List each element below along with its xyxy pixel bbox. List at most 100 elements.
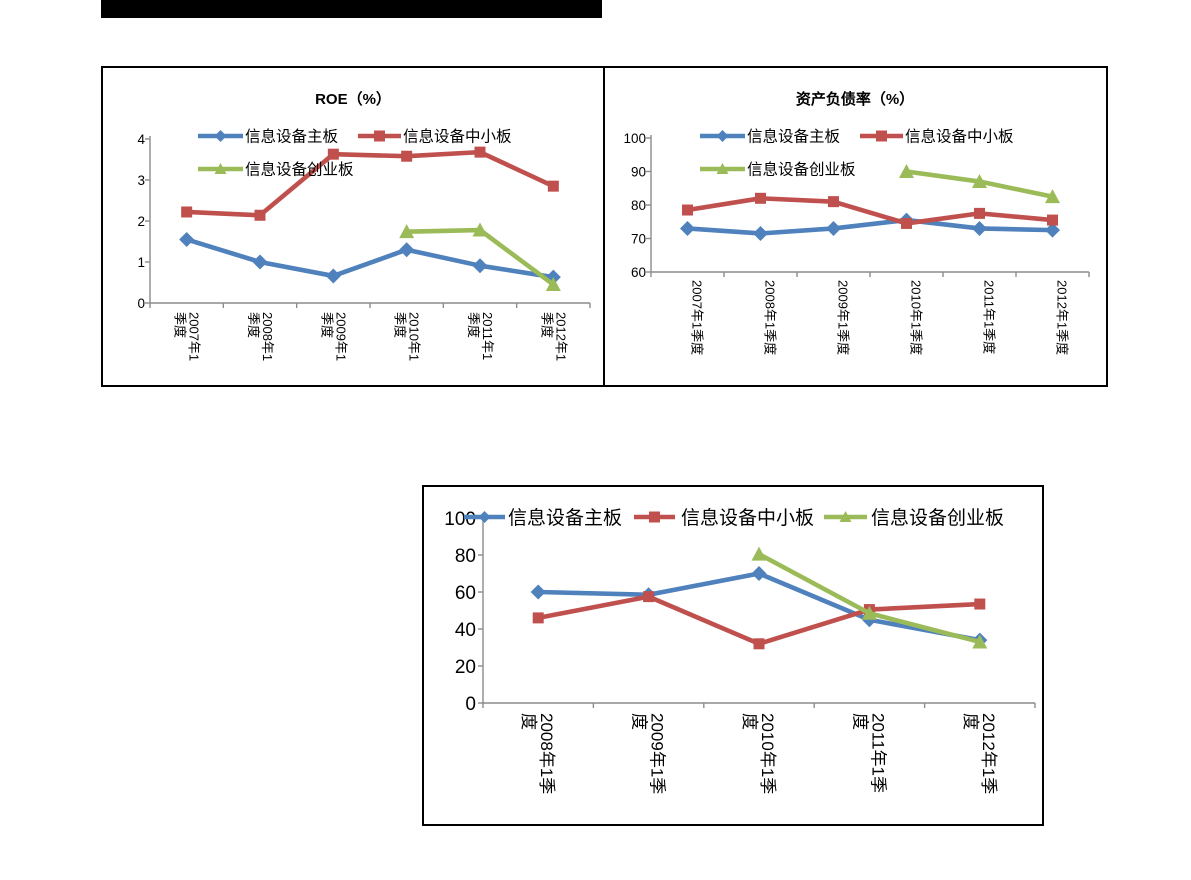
growth-chart-panel: 0 20 40 60 80 100 2008年1季度 2009年1季度 2010年1季度 2011…: [422, 485, 1044, 826]
y-tick-label: 3: [137, 173, 145, 188]
legend-label: 信息设备中小板: [403, 128, 512, 146]
x-tick-label: 2010年1季度: [740, 713, 777, 794]
svg-text:2012年1季度: 2012年1季度: [961, 713, 998, 794]
triangle-marker: [716, 163, 729, 174]
square-marker: [374, 130, 385, 142]
diamond-marker: [680, 220, 695, 236]
y-tick-labels: 0 1 2 3 4: [137, 132, 145, 311]
legend-item: 信息设备主板: [464, 507, 622, 529]
y-tick-label: 4: [137, 132, 145, 147]
y-tick-label: 60: [631, 265, 646, 280]
square-marker: [682, 204, 693, 216]
svg-text:2009年1季度: 2009年1季度: [630, 713, 667, 794]
diamond-marker: [751, 566, 767, 581]
roe-chart-canvas: ROE（%） 0 1 2 3 4 2007年1季度 2008年1季度 2009年1季度 2010年…: [137, 90, 591, 361]
triangle-marker: [839, 511, 852, 522]
legend-label: 信息设备中小板: [905, 128, 1014, 146]
y-tick-label: 0: [137, 296, 145, 311]
triangle-marker: [545, 277, 561, 292]
series-line: [406, 227, 555, 287]
legend: 信息设备主板信息设备中小板信息设备创业板: [464, 507, 1004, 529]
square-marker: [327, 148, 339, 160]
legend-item: 信息设备中小板: [634, 507, 814, 529]
debt-ratio-chart-panel: 资产负债率（%） 60 70 80 90 100 2007年1季度 2008年1季度 2009年…: [603, 66, 1108, 387]
y-tick-label: 40: [455, 620, 476, 641]
legend-item: 信息设备中小板: [358, 128, 512, 146]
svg-text:2009年1季度: 2009年1季度: [836, 280, 851, 355]
legend-item: 信息设备主板: [198, 128, 338, 146]
svg-text:2008年1季度: 2008年1季度: [763, 280, 778, 355]
top-black-bar: [101, 0, 602, 18]
y-tick-label: 0: [465, 694, 476, 715]
y-tick-label: 90: [631, 164, 646, 179]
diamond-marker: [399, 242, 415, 258]
square-marker: [532, 612, 544, 624]
triangle-marker: [399, 224, 415, 239]
y-tick-label: 100: [444, 509, 476, 530]
series-2: [899, 164, 1060, 204]
square-marker: [1047, 214, 1058, 226]
legend-label: 信息设备创业板: [747, 161, 856, 179]
legend-item: 信息设备主板: [700, 128, 840, 146]
series-line: [757, 552, 981, 645]
triangle-marker: [472, 222, 488, 237]
x-tick-label: 2011年1季度: [466, 312, 495, 360]
square-marker: [755, 192, 766, 204]
svg-text:2010年1季度: 2010年1季度: [393, 312, 422, 361]
x-tick-labels: 2007年1季度 2008年1季度 2009年1季度 2010年1季度 2011年1季度…: [173, 312, 569, 361]
x-tick-label: 2011年1季度: [850, 713, 887, 793]
svg-text:2010年1季度: 2010年1季度: [909, 280, 924, 355]
diamond-marker: [1045, 222, 1060, 238]
y-tick-label: 70: [631, 231, 646, 246]
square-marker: [901, 217, 912, 229]
x-tick-label: 2008年1季度: [763, 280, 778, 355]
series-line: [186, 149, 555, 218]
square-marker: [828, 196, 839, 208]
series-0: [680, 212, 1060, 241]
svg-text:2009年1季度: 2009年1季度: [319, 312, 348, 361]
x-tick-label: 2008年1季度: [519, 713, 556, 794]
diamond-marker: [826, 220, 841, 236]
x-tick-label: 2012年1季度: [961, 713, 998, 794]
triangle-marker: [214, 163, 227, 174]
square-marker: [474, 146, 486, 158]
legend-item: 信息设备中小板: [860, 128, 1014, 146]
x-tick-label: 2010年1季度: [393, 312, 422, 361]
triangle-marker: [972, 174, 987, 189]
chart-title: ROE（%）: [315, 90, 391, 108]
series-1: [181, 146, 559, 221]
square-marker: [643, 591, 655, 603]
diamond-marker: [179, 231, 195, 247]
diamond-marker: [472, 258, 488, 274]
diamond-marker: [478, 511, 491, 523]
y-tick-label: 80: [631, 198, 646, 213]
triangle-marker: [972, 634, 988, 649]
series-line: [687, 217, 1053, 236]
y-tick-labels: 60 70 80 90 100: [623, 131, 646, 280]
series-1: [532, 591, 986, 650]
roe-chart-panel: ROE（%） 0 1 2 3 4 2007年1季度 2008年1季度 2009年1季度 2010年…: [101, 66, 605, 387]
triangle-marker: [899, 164, 914, 178]
svg-text:2008年1季度: 2008年1季度: [246, 312, 275, 361]
y-tick-label: 2: [137, 214, 145, 229]
legend-item: 信息设备创业板: [700, 161, 856, 179]
growth-chart-canvas: 0 20 40 60 80 100 2008年1季度 2009年1季度 2010年1季度 2011…: [444, 507, 1036, 794]
legend-item: 信息设备创业板: [198, 161, 354, 179]
x-tick-label: 2009年1季度: [836, 280, 851, 355]
debt-ratio-chart-canvas: 资产负债率（%） 60 70 80 90 100 2007年1季度 2008年1季度 2009年…: [623, 90, 1090, 355]
square-marker: [181, 206, 193, 218]
svg-text:2008年1季度: 2008年1季度: [519, 713, 556, 794]
x-tick-label: 2007年1季度: [690, 280, 705, 355]
series-line: [185, 237, 554, 280]
y-tick-label: 100: [623, 131, 646, 146]
series-1: [682, 192, 1058, 229]
x-tick-labels: 2008年1季度 2009年1季度 2010年1季度 2011年1季度 2012年1季度: [519, 713, 998, 794]
x-tick-label: 2009年1季度: [630, 713, 667, 794]
y-tick-labels: 0 20 40 60 80 100: [444, 509, 476, 715]
series-line: [537, 594, 980, 647]
legend-label: 信息设备创业板: [245, 161, 354, 179]
series-line: [687, 196, 1053, 226]
diamond-marker: [716, 130, 729, 142]
svg-text:2007年1季度: 2007年1季度: [690, 280, 705, 355]
